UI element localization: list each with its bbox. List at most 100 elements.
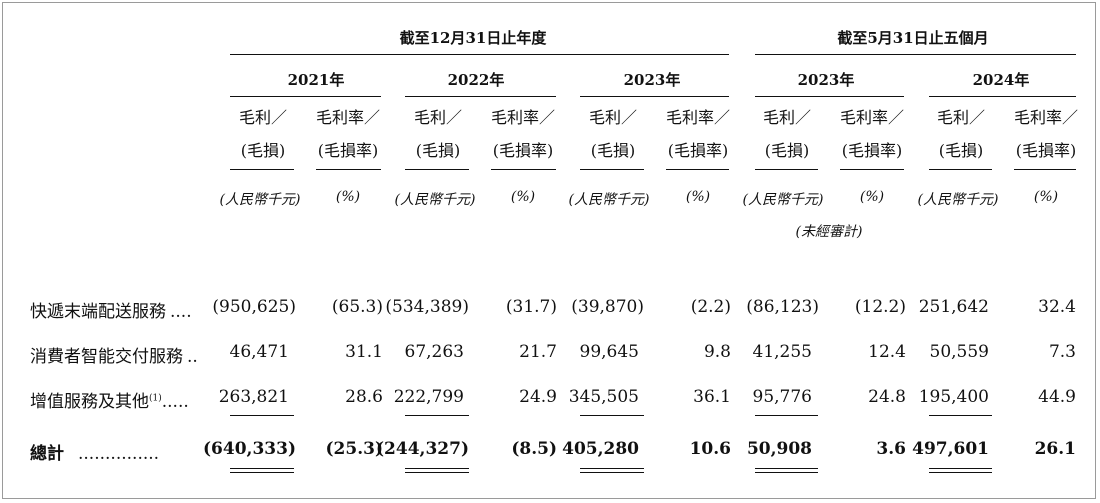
total-cell: 3.6 [876,439,906,459]
column-rule [580,169,644,170]
year-rule [580,96,729,97]
column-rule [929,169,992,170]
table-cell: 7.3 [1048,342,1076,362]
column-header-line: 毛利率／ [665,108,730,127]
column-header-gross-profit: 毛利／ (毛損) [926,101,996,167]
total-double-rule [755,468,818,473]
total-double-rule [580,468,644,473]
column-header-line: (毛損) [764,141,810,160]
column-header-line: (毛損率) [841,141,903,160]
total-cell: (25.3) [325,439,384,459]
total-cell: 50,908 [746,439,812,459]
footnote-marker: (1) [149,393,162,404]
table-cell: 251,642 [918,297,989,317]
column-rule [316,169,381,170]
column-header-line: 毛利率／ [839,108,904,127]
unit-label: (人民幣千元) [742,192,824,208]
table-cell: 12.4 [868,342,906,362]
total-double-rule [929,468,992,473]
column-header-line: (毛損率) [492,141,554,160]
total-double-rule [230,468,294,473]
table-cell: (39,870) [571,297,644,317]
table-cell: (31.7) [505,297,557,317]
table-cell: 99,645 [579,342,639,362]
table-cell: 345,505 [568,387,639,407]
year-rule [405,96,556,97]
unit-label: (人民幣千元) [917,192,999,208]
table-cell: 36.1 [693,387,731,407]
row-label-total: 總計............... [30,439,159,464]
column-header-line: 毛利／ [238,108,287,127]
column-header-gross-profit: 毛利／ (毛損) [403,101,473,167]
column-rule [755,169,818,170]
column-header-gross-profit: 毛利／ (毛損) [752,101,822,167]
column-header-line: (毛損率) [317,141,379,160]
unit-label: (%) [510,189,536,205]
column-header-gross-margin: 毛利率／ (毛損率) [312,101,384,167]
table-cell: 50,559 [929,342,989,362]
subtotal-rule [755,415,818,416]
year-header: 2022年 [447,71,505,89]
table-cell: (12.2) [854,297,906,317]
unit-label: (%) [335,189,361,205]
column-header-gross-margin: 毛利率／ (毛損率) [1010,101,1082,167]
leader-dots: ............... [78,444,160,464]
table-cell: 28.6 [345,387,383,407]
table-cell: 263,821 [218,387,289,407]
unit-label: (%) [685,189,711,205]
unit-label: (%) [1033,189,1059,205]
table-cell: 41,255 [752,342,812,362]
unit-label: (人民幣千元) [394,192,476,208]
table-cell: 195,400 [918,387,989,407]
table-cell: 44.9 [1038,387,1076,407]
table-cell: (2.2) [690,297,731,317]
column-header-line: 毛利／ [413,108,462,127]
year-header: 2023年 [623,71,681,89]
column-header-line: (毛損率) [667,141,729,160]
subtotal-rule [405,415,469,416]
column-header-gross-profit: 毛利／ (毛損) [578,101,648,167]
column-header-line: 毛利／ [936,108,985,127]
group-rule-annual [230,54,729,55]
row-label-text: 消費者智能交付服務 [30,347,183,367]
leader-dots: .. [187,347,198,367]
total-cell: (244,327) [376,439,469,459]
table-cell: 32.4 [1038,297,1076,317]
group-rule-five-months [755,54,1076,55]
column-header-gross-profit: 毛利／ (毛損) [228,101,298,167]
total-cell: (640,333) [203,439,296,459]
column-header-line: (毛損) [590,141,636,160]
table-cell: 222,799 [393,387,464,407]
unaudited-label: (未經審計) [795,224,863,240]
unit-label: (人民幣千元) [219,192,301,208]
subtotal-rule [230,415,294,416]
total-cell: 405,280 [562,439,639,459]
total-cell: (8.5) [511,439,557,459]
year-header: 2023年 [797,71,855,89]
year-rule [755,96,904,97]
column-rule [666,169,729,170]
column-header-line: (毛損) [415,141,461,160]
column-rule [405,169,469,170]
table-cell: (950,625) [212,297,296,317]
row-label-text: 增值服務及其他 [30,392,149,412]
table-cell: 31.1 [345,342,383,362]
column-header-gross-margin: 毛利率／ (毛損率) [662,101,734,167]
total-cell: 10.6 [689,439,731,459]
column-header-line: (毛損率) [1015,141,1077,160]
column-header-line: 毛利率／ [490,108,555,127]
table-cell: 21.7 [519,342,557,362]
leader-dots: ..... [161,392,189,412]
column-header-line: 毛利率／ [1013,108,1078,127]
table-cell: 67,263 [404,342,464,362]
row-label-value-added: 增值服務及其他(1)..... [30,387,189,412]
table-cell: 24.9 [519,387,557,407]
column-rule [840,169,904,170]
column-header-line: 毛利率／ [315,108,380,127]
subtotal-rule [580,415,644,416]
table-cell: 24.8 [868,387,906,407]
leader-dots: .... [170,302,192,322]
row-label-text: 快遞末端配送服務 [30,302,166,322]
table-cell: 95,776 [752,387,812,407]
